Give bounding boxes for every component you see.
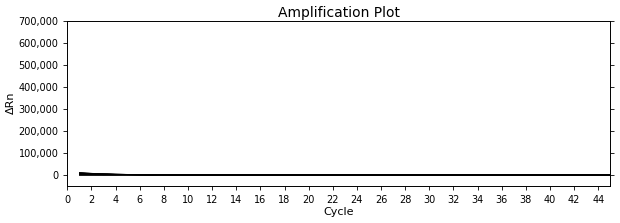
X-axis label: Cycle: Cycle <box>324 207 354 217</box>
Y-axis label: ΔRn: ΔRn <box>6 92 16 114</box>
Title: Amplification Plot: Amplification Plot <box>278 6 400 20</box>
